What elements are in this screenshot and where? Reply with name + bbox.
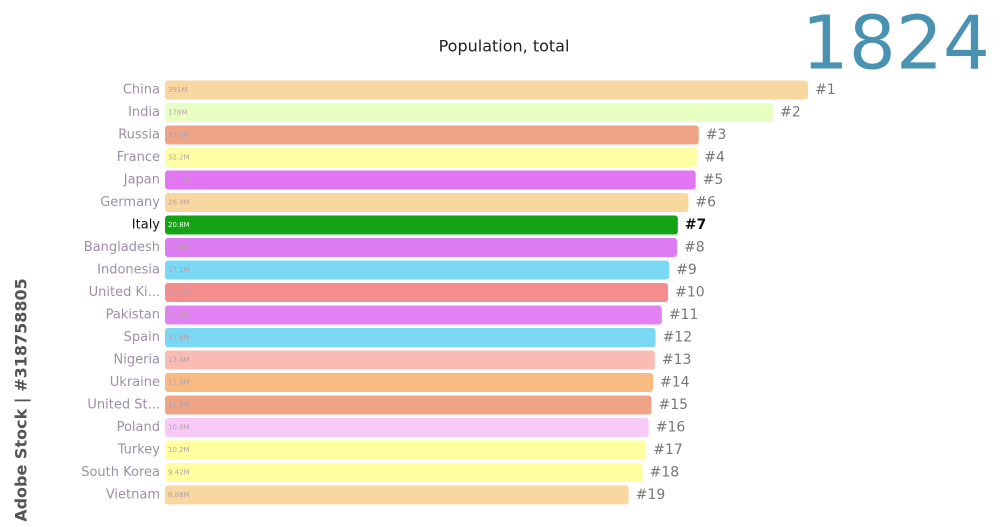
category-label: Spain: [124, 330, 160, 345]
bar: [165, 283, 669, 302]
bar: [165, 485, 629, 505]
bar: [165, 260, 670, 280]
rank-label: #14: [660, 375, 690, 391]
bar: [165, 148, 698, 167]
category-label: Bangladesh: [84, 240, 160, 255]
value-label: 11.9M: [168, 379, 190, 387]
rank-label: #15: [659, 397, 689, 413]
bar: [165, 238, 677, 257]
category-label: India: [128, 105, 160, 120]
rank-label: #13: [662, 352, 692, 368]
bar: [165, 373, 654, 392]
category-label: Pakistan: [106, 308, 160, 323]
category-label: Poland: [117, 420, 160, 435]
bar: [165, 215, 678, 235]
value-label: 20.4M: [168, 244, 190, 252]
watermark: Adobe Stock | #318758805: [12, 278, 32, 522]
rank-label: #10: [675, 285, 705, 301]
value-label: 20.8M: [168, 221, 190, 229]
category-label: Vietnam: [106, 488, 160, 503]
rank-label: #11: [669, 307, 699, 323]
category-label: Ukraine: [110, 375, 160, 390]
rank-label: #9: [676, 262, 697, 278]
rank-label: #1: [815, 82, 836, 98]
bar: [165, 80, 809, 100]
chart-title: Population, total: [439, 37, 570, 56]
category-label: Italy: [132, 218, 161, 233]
value-label: 6.88M: [168, 491, 190, 499]
bar: [165, 125, 699, 145]
value-label: 14.5M: [168, 311, 190, 319]
rank-label: #8: [684, 240, 705, 256]
bar: [165, 170, 696, 190]
value-label: 31.1M: [168, 176, 190, 184]
bar: [165, 103, 774, 122]
bar: [165, 193, 689, 212]
value-label: 9.42M: [168, 469, 190, 477]
category-label: Japan: [123, 173, 160, 188]
bar: [165, 350, 655, 370]
value-label: 17.1M: [168, 266, 190, 274]
rank-label: #5: [703, 172, 724, 188]
category-label: Nigeria: [113, 353, 160, 368]
rank-label: #7: [685, 217, 706, 233]
category-label: China: [123, 83, 160, 98]
value-label: 26.4M: [168, 199, 190, 207]
value-label: 12.6M: [168, 334, 190, 342]
bar: [165, 328, 656, 347]
value-label: 32.2M: [168, 154, 190, 162]
category-label: Russia: [118, 128, 160, 143]
category-label: Turkey: [117, 443, 161, 458]
value-label: 10.2M: [168, 446, 190, 454]
rank-label: #16: [656, 420, 686, 436]
bar: [165, 305, 662, 325]
bar: [165, 463, 643, 482]
category-label: South Korea: [81, 465, 160, 480]
value-label: 391M: [168, 86, 187, 94]
category-label: Indonesia: [97, 263, 160, 278]
rank-label: #6: [695, 195, 716, 211]
value-label: 16.7M: [168, 289, 190, 297]
bar: [165, 418, 649, 437]
rank-label: #17: [653, 442, 683, 458]
rank-label: #3: [706, 127, 727, 143]
category-label: Germany: [100, 195, 160, 210]
rank-label: #18: [650, 465, 680, 481]
category-label: United St...: [87, 398, 160, 413]
category-label: France: [117, 150, 160, 165]
value-label: 12.4M: [168, 356, 190, 364]
value-label: 33.3M: [168, 131, 190, 139]
rank-label: #19: [636, 487, 666, 503]
bar: [165, 395, 652, 415]
rank-label: #4: [704, 150, 725, 166]
value-label: 10.8M: [168, 424, 190, 432]
value-label: 11.5M: [168, 401, 190, 409]
category-label: United Ki...: [89, 285, 160, 300]
value-label: 178M: [168, 109, 187, 117]
rank-label: #12: [663, 330, 693, 346]
year-label: 1824: [802, 1, 990, 87]
rank-label: #2: [780, 105, 801, 121]
bar: [165, 440, 647, 460]
